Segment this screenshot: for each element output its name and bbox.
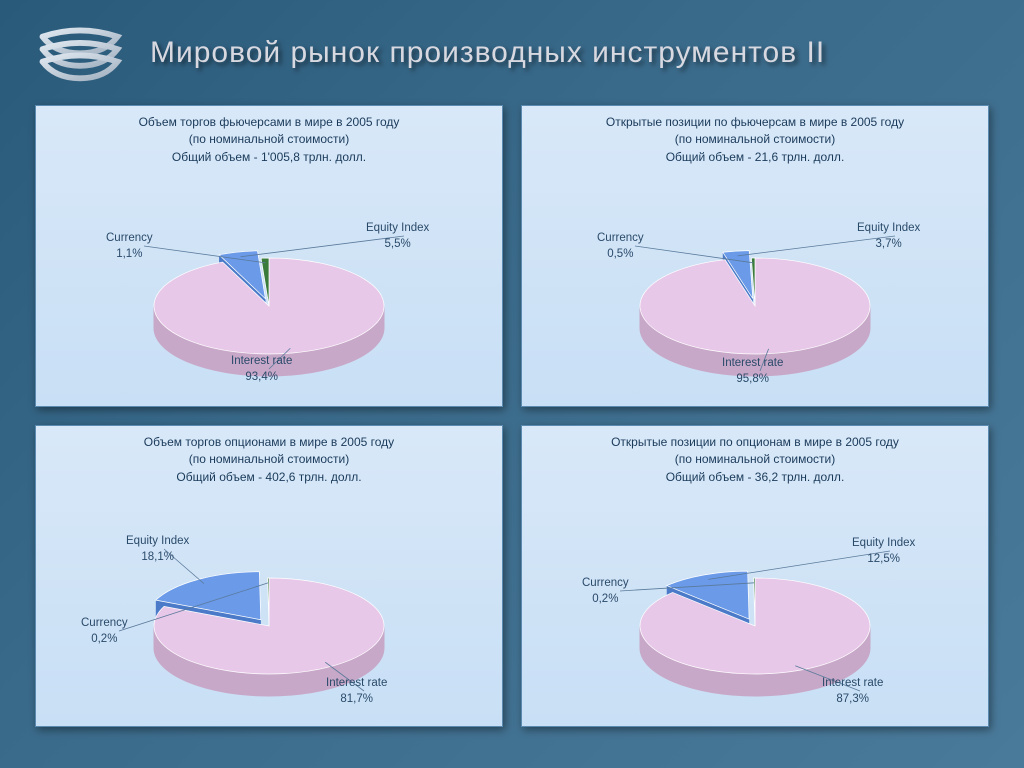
title-line: (по номинальной стоимости) [532, 131, 978, 148]
title-line: (по номинальной стоимости) [46, 451, 492, 468]
title-line: Общий объем - 36,2 трлн. долл. [532, 469, 978, 486]
slice-label: Currency0,2% [582, 576, 629, 607]
title-line: Общий объем - 402,6 трлн. долл. [46, 469, 492, 486]
pie-chart: Interest rate87,3% Equity Index12,5% Curre… [522, 516, 988, 716]
slice-label: Interest rate93,4% [231, 354, 292, 385]
title-line: Открытые позиции по фьючерсам в мире в 2… [532, 114, 978, 131]
slice-label: Interest rate87,3% [822, 676, 883, 707]
slice-label: Interest rate81,7% [326, 676, 387, 707]
pie-chart: Interest rate81,7% Equity Index18,1% Curre… [36, 516, 502, 716]
slice-label: Interest rate95,8% [722, 356, 783, 387]
title-line: (по номинальной стоимости) [46, 131, 492, 148]
chart-panel-1: Открытые позиции по фьючерсам в мире в 2… [521, 105, 989, 407]
chart-panel-0: Объем торгов фьючерсами в мире в 2005 го… [35, 105, 503, 407]
pie-chart: Interest rate95,8% Equity Index3,7% Curren… [522, 196, 988, 396]
slice-label: Equity Index12,5% [852, 536, 915, 567]
page-title: Мировой рынок производных инструментов I… [150, 36, 825, 70]
chart-title: Объем торгов опционами в мире в 2005 год… [36, 426, 502, 488]
logo-icon [30, 20, 130, 85]
title-line: Общий объем - 1'005,8 трлн. долл. [46, 149, 492, 166]
title-line: Общий объем - 21,6 трлн. долл. [532, 149, 978, 166]
chart-panel-3: Открытые позиции по опционам в мире в 20… [521, 425, 989, 727]
header: Мировой рынок производных инструментов I… [0, 0, 1024, 95]
chart-title: Объем торгов фьючерсами в мире в 2005 го… [36, 106, 502, 168]
slice-label: Currency0,5% [597, 231, 644, 262]
pie-chart: Interest rate93,4% Equity Index5,5% Curren… [36, 196, 502, 396]
slice-label: Currency0,2% [81, 616, 128, 647]
title-line: Объем торгов опционами в мире в 2005 год… [46, 434, 492, 451]
title-line: Открытые позиции по опционам в мире в 20… [532, 434, 978, 451]
chart-panel-2: Объем торгов опционами в мире в 2005 год… [35, 425, 503, 727]
title-line: Объем торгов фьючерсами в мире в 2005 го… [46, 114, 492, 131]
chart-title: Открытые позиции по опционам в мире в 20… [522, 426, 988, 488]
title-line: (по номинальной стоимости) [532, 451, 978, 468]
slice-label: Equity Index5,5% [366, 221, 429, 252]
slice-label: Equity Index3,7% [857, 221, 920, 252]
chart-title: Открытые позиции по фьючерсам в мире в 2… [522, 106, 988, 168]
slice-label: Equity Index18,1% [126, 534, 189, 565]
slice-label: Currency1,1% [106, 231, 153, 262]
chart-grid: Объем торгов фьючерсами в мире в 2005 го… [0, 95, 1024, 747]
